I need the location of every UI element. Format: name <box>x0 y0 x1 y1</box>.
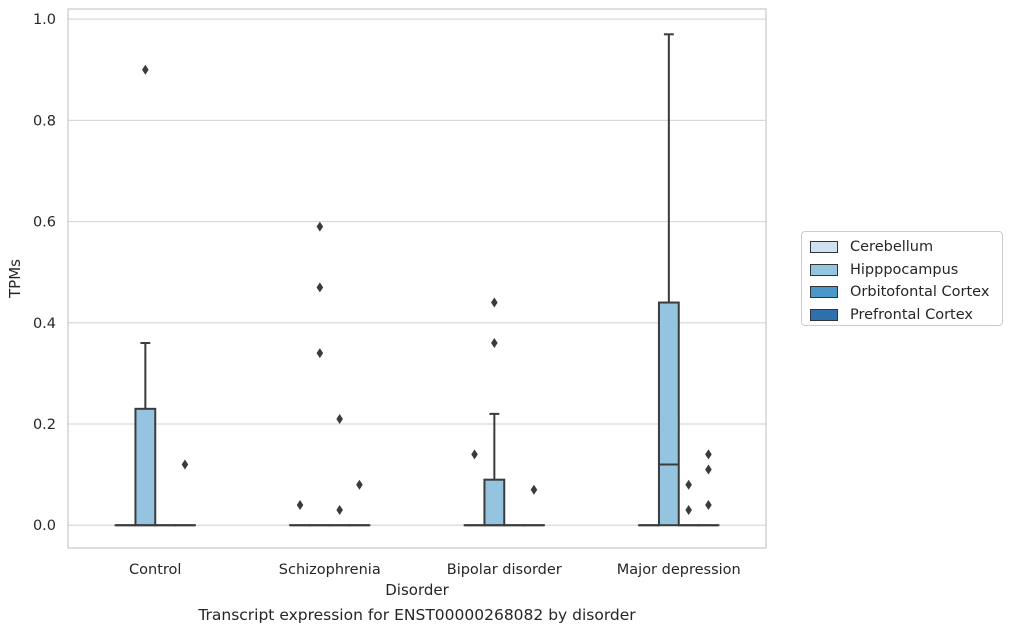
outlier-point <box>471 449 478 460</box>
y-tick-label: 0.0 <box>33 518 56 534</box>
outlier-point <box>316 348 324 359</box>
box-hipppocampus <box>308 221 331 527</box>
box-hipppocampus <box>483 297 506 527</box>
y-tick-labels: 0.0 0.2 0.4 0.6 0.8 1.0 <box>33 12 56 534</box>
x-axis-label: Disorder <box>385 581 449 599</box>
x-tick-label: Bipolar disorder <box>447 562 562 578</box>
box-orbitofontal-cortex <box>677 479 700 527</box>
y-axis-label: TPMs <box>6 259 24 299</box>
outlier-point <box>530 484 538 495</box>
box-hipppocampus <box>657 33 680 527</box>
y-tick-label: 0.2 <box>33 417 56 433</box>
legend-item-orbitofrontal-cortex: Orbitofontal Cortex <box>810 281 1002 304</box>
plot-frame <box>67 8 767 549</box>
outlier-point <box>705 449 712 460</box>
x-tick-label: Schizophrenia <box>279 562 381 578</box>
legend-swatch <box>810 309 838 322</box>
outlier-point <box>296 499 304 510</box>
box-cerebellum <box>463 449 486 527</box>
outlier-point <box>316 221 324 232</box>
box-prefrontal-cortex <box>348 479 371 527</box>
boxes <box>114 33 720 527</box>
box-body <box>134 407 157 527</box>
legend-swatch <box>810 263 838 276</box>
outlier-point <box>491 338 498 349</box>
box-prefrontal-cortex <box>174 459 196 527</box>
outlier-point <box>491 297 498 308</box>
legend-label: Hipppocampus <box>850 261 959 278</box>
outlier-point <box>705 464 712 475</box>
y-tick-label: 1.0 <box>33 12 56 28</box>
legend-label: Orbitofontal Cortex <box>850 284 990 301</box>
x-tick-labels: Control Schizophrenia Bipolar disorder Majo… <box>129 562 741 578</box>
legend-item-prefrontal-cortex: Prefrontal Cortex <box>810 304 1002 327</box>
legend: Cerebellum Hipppocampus Orbitofontal Cor… <box>801 231 1003 326</box>
y-tick-label: 0.8 <box>33 113 56 129</box>
legend-swatch <box>810 241 838 254</box>
outlier-point <box>336 413 343 424</box>
outlier-point <box>705 499 712 510</box>
y-tick-label: 0.6 <box>33 215 56 231</box>
box-hipppocampus <box>134 64 157 527</box>
outlier-point <box>181 459 189 470</box>
box-prefrontal-cortex <box>523 484 545 527</box>
outlier-point <box>316 282 324 293</box>
box-prefrontal-cortex <box>697 449 720 527</box>
box-body <box>483 478 506 527</box>
figure-caption: Transcript expression for ENST0000026808… <box>198 606 636 624</box>
box-orbitofontal-cortex <box>328 413 351 527</box>
outlier-point <box>356 479 363 490</box>
y-tick-label: 0.4 <box>33 316 56 332</box>
x-tick-label: Control <box>129 562 181 578</box>
legend-label: Cerebellum <box>850 239 934 256</box>
outlier-point <box>685 479 692 490</box>
legend-label: Prefrontal Cortex <box>850 307 973 324</box>
box-cerebellum <box>289 499 311 527</box>
outlier-point <box>142 64 149 75</box>
outlier-point <box>336 505 343 516</box>
legend-swatch <box>810 286 838 299</box>
x-tick-label: Major depression <box>617 562 741 578</box>
outlier-point <box>685 505 692 516</box>
legend-item-hippocampus: Hipppocampus <box>810 259 1002 282</box>
legend-item-cerebellum: Cerebellum <box>810 236 1002 259</box>
box-body <box>657 301 680 527</box>
